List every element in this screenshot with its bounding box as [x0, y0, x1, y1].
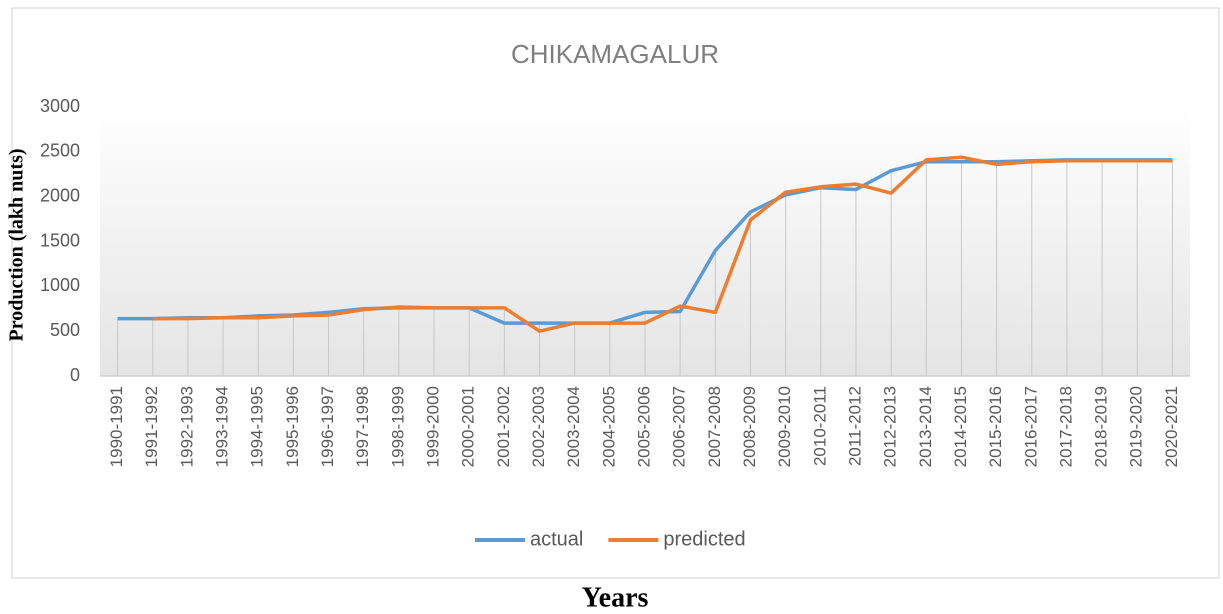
- y-axis-label: Production (lakh nuts): [6, 148, 28, 341]
- x-tick-label: 1997-1998: [353, 386, 372, 467]
- x-tick-label: 1999-2000: [424, 386, 443, 467]
- x-tick-label: 2010-2011: [810, 386, 829, 466]
- x-tick-label: 2000-2001: [459, 386, 478, 467]
- x-tick-label: 2003-2004: [564, 386, 583, 467]
- x-tick-label: 2018-2019: [1092, 386, 1111, 467]
- x-tick-label: 2015-2016: [986, 386, 1005, 467]
- x-tick-label: 2007-2008: [705, 386, 724, 467]
- y-tick-label: 2000: [40, 185, 80, 205]
- x-tick-label: 2001-2002: [494, 386, 513, 467]
- x-tick-label: 1992-1993: [177, 386, 196, 467]
- x-tick-label: 2014-2015: [951, 386, 970, 467]
- x-tick-label: 2019-2020: [1127, 386, 1146, 467]
- x-tick-label: 2002-2003: [529, 386, 548, 467]
- chart-title: CHIKAMAGALUR: [511, 39, 719, 69]
- x-tick-label: 2008-2009: [740, 386, 759, 467]
- x-tick-label: 2009-2010: [775, 386, 794, 467]
- legend-label: actual: [530, 528, 583, 550]
- x-tick-label: 2020-2021: [1162, 386, 1181, 467]
- y-tick-label: 3000: [40, 96, 80, 116]
- y-tick-label: 500: [50, 320, 80, 340]
- y-tick-label: 2500: [40, 141, 80, 161]
- x-tick-label: 2011-2012: [845, 386, 864, 466]
- x-tick-label: 1995-1996: [283, 386, 302, 467]
- series-line: [152, 155, 1173, 333]
- x-tick-label: 2006-2007: [670, 386, 689, 467]
- x-tick-label: 1993-1994: [213, 386, 232, 467]
- y-tick-label: 1000: [40, 275, 80, 295]
- x-tick-label: 2012-2013: [881, 386, 900, 467]
- x-tick-label: 2005-2006: [634, 386, 653, 467]
- x-tick-label: 2016-2017: [1021, 386, 1040, 467]
- x-tick-label: 1991-1992: [142, 386, 161, 467]
- x-tick-label: 1998-1999: [388, 386, 407, 467]
- x-tick-label: 1996-1997: [318, 386, 337, 467]
- y-tick-label: 0: [70, 365, 80, 385]
- x-tick-label: 1994-1995: [248, 386, 267, 467]
- y-tick-label: 1500: [40, 230, 80, 250]
- x-tick-label: 1990-1991: [107, 386, 126, 467]
- legend-label: predicted: [663, 528, 745, 550]
- x-tick-label: 2013-2014: [916, 386, 935, 467]
- x-tick-label: 2004-2005: [599, 386, 618, 467]
- x-tick-label: 2017-2018: [1056, 386, 1075, 467]
- x-axis-label: Years: [582, 582, 649, 613]
